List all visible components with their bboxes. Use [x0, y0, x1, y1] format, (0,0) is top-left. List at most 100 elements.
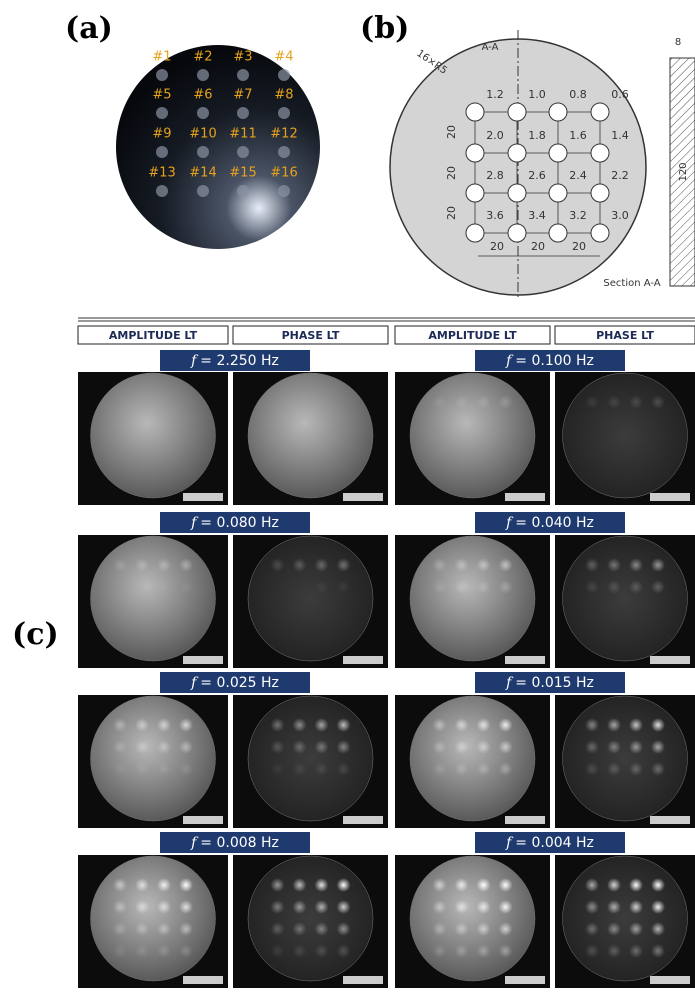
defect-response: [135, 558, 149, 572]
defect-response: [336, 944, 351, 958]
defect-label: #11: [229, 127, 256, 142]
frame: [650, 976, 690, 984]
frame: [650, 493, 690, 501]
defect-response: [157, 762, 171, 776]
defect-response: [135, 740, 149, 754]
specimen-photo: [116, 45, 320, 249]
defect-response: [476, 395, 491, 409]
hole: [548, 223, 568, 243]
defect-response: [336, 762, 351, 776]
dimension: 20: [531, 240, 545, 253]
column-header: AMPLITUDE LT: [109, 329, 198, 342]
defect-response: [432, 395, 447, 409]
defect-response: [585, 558, 599, 572]
defect-response: [314, 740, 329, 754]
defect-response: [607, 900, 621, 914]
defect-spot: [197, 146, 209, 158]
defect-response: [476, 718, 491, 732]
defect-response: [476, 762, 491, 776]
defect-response: [135, 718, 149, 732]
defect-response: [585, 580, 599, 594]
height: 120: [678, 162, 689, 181]
defect-response: [454, 922, 469, 936]
defect-response: [629, 944, 643, 958]
defect-response: [432, 740, 447, 754]
defect-response: [336, 900, 351, 914]
defect-spot: [156, 185, 168, 197]
defect-response: [454, 878, 469, 892]
defect-response: [607, 944, 621, 958]
defect-label: #1: [152, 50, 171, 65]
defect-response: [498, 922, 513, 936]
frequency-text: = 0.008 Hz: [200, 835, 279, 851]
defect-response: [629, 740, 643, 754]
hole: [548, 183, 568, 203]
dimension: 20: [490, 240, 504, 253]
defect-response: [314, 762, 329, 776]
frequency-bar: [160, 672, 310, 693]
frame: [343, 816, 383, 824]
frequency-text: = 0.025 Hz: [200, 675, 279, 691]
defect-response: [113, 718, 127, 732]
hole: [507, 183, 527, 203]
defect-response: [498, 762, 513, 776]
header-box: [554, 325, 695, 345]
defect-response: [607, 878, 621, 892]
panel-label: (a): [65, 11, 113, 46]
frequency-symbol: f: [190, 353, 199, 369]
defect-response: [314, 944, 329, 958]
defect-response: [585, 395, 599, 409]
defect-response: [607, 718, 621, 732]
defect-response: [454, 900, 469, 914]
defect-label: #3: [233, 50, 252, 65]
defect-response: [270, 740, 285, 754]
defect-response: [476, 900, 491, 914]
thickness: 8: [675, 37, 681, 48]
depth-label: 3.2: [569, 209, 587, 222]
column-header: PHASE LT: [596, 329, 654, 342]
defect-response: [179, 922, 193, 936]
defect-spot: [197, 185, 209, 197]
defect-response: [498, 740, 513, 754]
defect-spot: [197, 69, 209, 81]
hole: [507, 143, 527, 163]
defect-response: [179, 740, 193, 754]
defect-label: #10: [189, 127, 216, 142]
depth-label: 2.2: [611, 169, 629, 182]
frequency-label: f = 2.250 Hz: [190, 353, 279, 369]
header-box: [232, 325, 389, 345]
depth-label: 3.0: [611, 209, 629, 222]
frequency-symbol: f: [190, 515, 199, 531]
frequency-text: = 0.004 Hz: [515, 835, 594, 851]
hole: [465, 223, 485, 243]
defect-spot: [237, 185, 249, 197]
defect-spot: [237, 107, 249, 119]
frequency-bar: [160, 832, 310, 853]
defect-response: [113, 558, 127, 572]
defect-label: #4: [274, 50, 293, 65]
defect-response: [314, 922, 329, 936]
defect-response: [629, 558, 643, 572]
hole: [465, 102, 485, 122]
defect-spot: [156, 146, 168, 158]
defect-response: [292, 740, 307, 754]
defect-label: #8: [274, 88, 293, 103]
frequency-bar: [475, 672, 625, 693]
defect-response: [113, 878, 127, 892]
defect-response: [476, 944, 491, 958]
specimen: [409, 695, 536, 822]
defect-response: [157, 878, 171, 892]
defect-response: [476, 558, 491, 572]
defect-response: [585, 922, 599, 936]
column-header: AMPLITUDE LT: [428, 329, 517, 342]
defect-response: [292, 878, 307, 892]
defect-response: [585, 718, 599, 732]
defect-response: [292, 944, 307, 958]
defect-response: [336, 878, 351, 892]
defect-response: [432, 558, 447, 572]
frequency-symbol: f: [505, 835, 514, 851]
hole: [590, 102, 610, 122]
defect-response: [314, 900, 329, 914]
header-box: [394, 325, 551, 345]
hole: [507, 223, 527, 243]
